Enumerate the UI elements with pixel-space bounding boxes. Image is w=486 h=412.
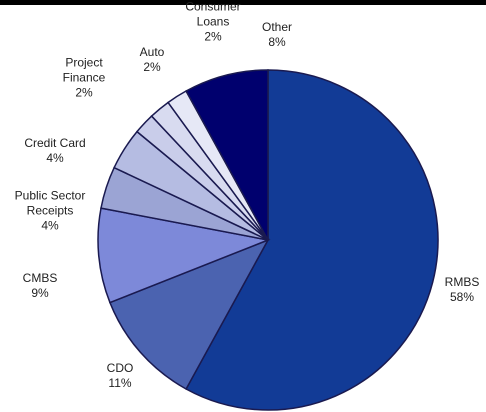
percent-label: 2%	[143, 60, 161, 74]
pie-slice	[108, 238, 270, 390]
slice-label: Other 8%	[262, 20, 292, 50]
category-name: Project Finance	[62, 55, 106, 85]
percent-label: 4%	[41, 218, 59, 233]
category-name: Consumer Loans	[185, 0, 241, 29]
percent-label: 9%	[31, 286, 49, 300]
pie-slice	[97, 207, 271, 304]
slice-label: Consumer Loans 2%	[183, 0, 243, 45]
category-name: Public Sector Receipts	[14, 188, 86, 218]
pie-slice	[185, 69, 439, 411]
category-name: CDO	[106, 361, 134, 375]
category-name: RMBS	[444, 275, 480, 289]
slice-label: Public Sector Receipts 4%	[3, 189, 98, 234]
slice-label: CDO 11%	[107, 361, 134, 391]
pie-slice	[185, 69, 269, 241]
slice-label: Project Finance 2%	[53, 56, 115, 101]
slice-label: RMBS 58%	[445, 275, 480, 305]
percent-label: 8%	[268, 35, 286, 49]
category-name: CMBS	[22, 271, 58, 285]
top-bar	[0, 0, 486, 5]
percent-label: 2%	[204, 29, 222, 44]
slice-label: Auto 2%	[140, 45, 165, 75]
category-name: Auto	[139, 45, 165, 59]
percent-label: 58%	[449, 290, 475, 304]
percent-label: 4%	[46, 151, 64, 165]
category-name: Credit Card	[24, 136, 86, 150]
percent-label: 11%	[108, 376, 132, 390]
slice-label: Credit Card 4%	[24, 136, 85, 166]
category-name: Other	[261, 20, 293, 34]
percent-label: 2%	[75, 85, 93, 100]
slice-label: CMBS 9%	[23, 271, 58, 301]
